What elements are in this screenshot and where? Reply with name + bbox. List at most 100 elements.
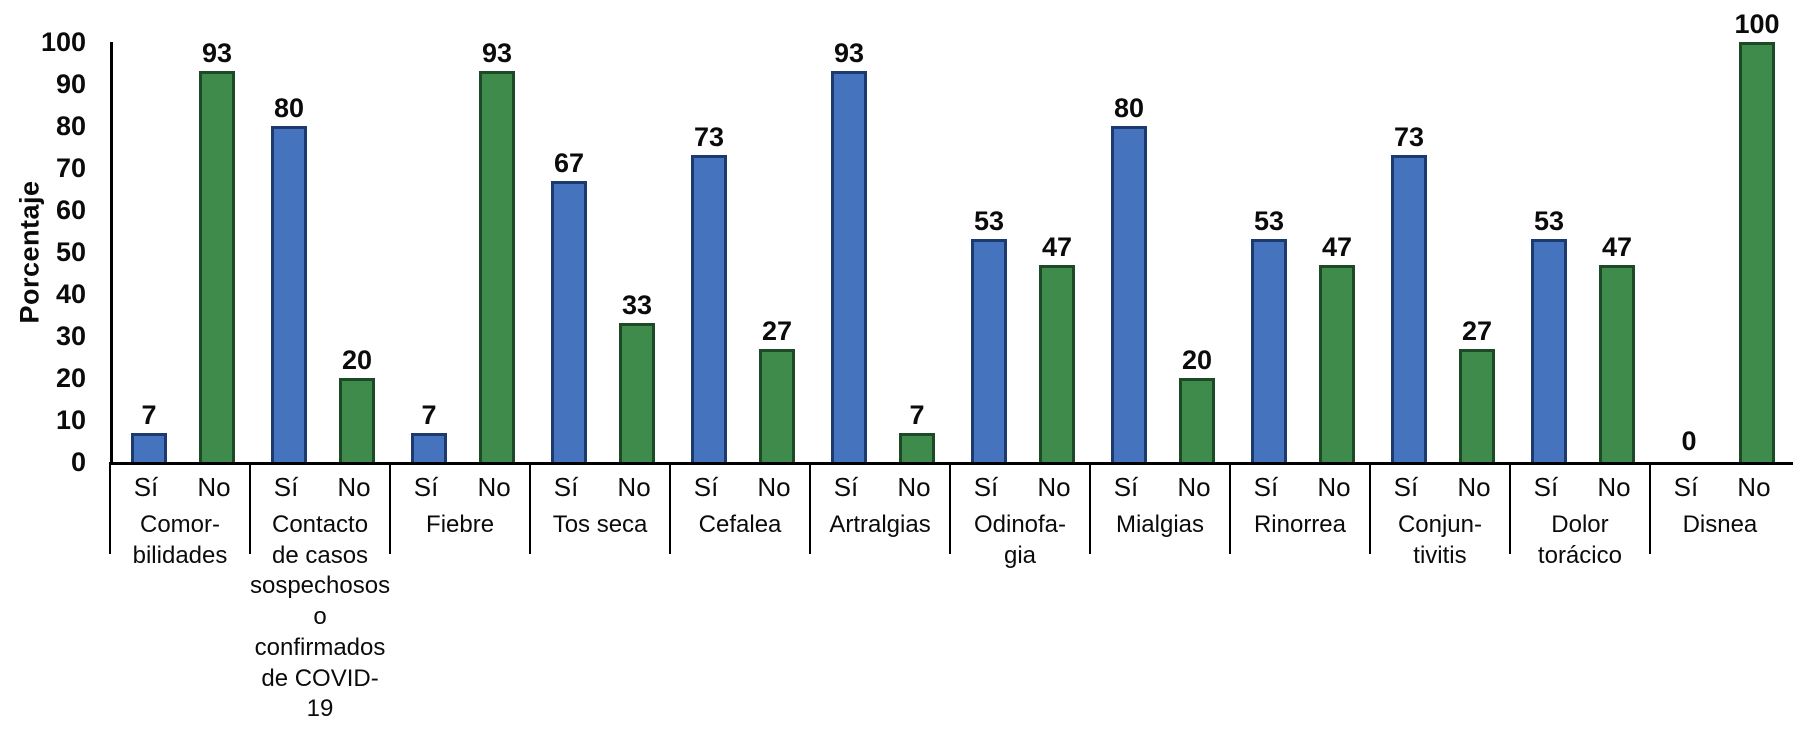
bar-no: 47 (1039, 232, 1075, 462)
bar-no: 47 (1319, 232, 1355, 462)
category-cell: Sí No Disnea (1648, 462, 1790, 725)
bar-sublabel: No (1597, 472, 1631, 502)
bar-value-label: 27 (761, 315, 793, 346)
y-tick-label: 100 (40, 27, 86, 57)
bar-value-label: 73 (1393, 122, 1425, 153)
bar-sublabel: Sí (1393, 472, 1419, 502)
bar-group: 53 47 (953, 42, 1093, 462)
bar-sublabel: Sí (1673, 472, 1699, 502)
bar-no: 7 (899, 400, 935, 462)
bar-si: 80 (1111, 93, 1147, 462)
category-label: Contacto de casos sospechosos o confirmados… (249, 511, 391, 723)
category-separator (1368, 462, 1371, 554)
bar-no: 27 (1459, 316, 1495, 462)
bar-sublabel: Sí (1533, 472, 1559, 502)
bar-group: 80 20 (253, 42, 393, 462)
category-cell: Sí No Odinofa-gia (949, 462, 1090, 725)
bar-sublabel: Sí (133, 472, 159, 502)
bar-no: 93 (199, 38, 235, 462)
category-cell: Sí No Cefalea (669, 462, 810, 725)
bar-value-label: 27 (1461, 315, 1493, 346)
bar-value-label: 93 (481, 38, 513, 69)
category-separator (109, 462, 111, 554)
bar-no: 20 (1179, 345, 1215, 462)
bar-si: 67 (551, 148, 587, 462)
bar-sublabel: Sí (1253, 472, 1279, 502)
bar-no: 27 (759, 316, 795, 462)
category-separator (1228, 462, 1231, 554)
bar-sublabel: No (617, 472, 651, 502)
category-cell: Sí No Tos seca (529, 462, 670, 725)
category-label: Mialgias (1115, 511, 1204, 538)
bar-sublabel: No (1037, 472, 1071, 502)
category-label: Odinofa-gia (973, 511, 1067, 569)
bar-sublabel: No (757, 472, 791, 502)
bar-value-label: 93 (833, 38, 865, 69)
category-label: Cefalea (698, 511, 782, 538)
bar-sublabel: Sí (1113, 472, 1139, 502)
y-tick-label: 70 (55, 153, 86, 183)
bar-sublabel: Sí (833, 472, 859, 502)
category-cell: Sí No Comor-bilidades (109, 462, 250, 725)
bar-value-label: 7 (141, 399, 157, 430)
plot-area: 7 93 80 20 7 93 67 33 73 27 93 7 53 47 80 20 53 47 73 27 53 4… (110, 9, 1793, 465)
category-label: Fiebre (426, 511, 495, 538)
bar-sublabel: No (897, 472, 931, 502)
bar-value-label: 47 (1041, 231, 1073, 262)
category-label: Rinorrea (1253, 511, 1346, 538)
bar-value-label: 93 (201, 38, 233, 69)
bar-no: 93 (479, 38, 515, 462)
category-cell: Sí No Mialgias (1089, 462, 1230, 725)
category-label: Tos seca (552, 511, 648, 538)
category-separator (1508, 462, 1511, 554)
bar-value-label: 20 (341, 345, 373, 375)
bar-value-label: 53 (1253, 206, 1285, 237)
category-separator (389, 462, 392, 554)
bar-value-label: 7 (421, 399, 437, 430)
y-tick-label: 20 (55, 363, 86, 393)
bar-sublabel: Sí (693, 472, 719, 502)
bar-value-label: 47 (1321, 231, 1353, 262)
category-separator (949, 462, 952, 554)
category-separator (1089, 462, 1091, 554)
category-label: Artralgias (829, 511, 931, 538)
bar-no: 33 (619, 290, 655, 462)
bar-si: 73 (691, 122, 727, 462)
bar-group: 53 47 (1513, 42, 1653, 462)
y-tick-label: 80 (55, 111, 86, 141)
bar-si: 93 (831, 38, 867, 462)
x-axis-labels: Sí No Comor-bilidades Sí No Contacto de casos s… (109, 462, 1790, 725)
bar-no: 47 (1599, 232, 1635, 462)
y-tick-label: 30 (55, 321, 86, 351)
bar-value-label: 47 (1601, 231, 1633, 262)
bar-sublabel: No (1457, 472, 1491, 502)
category-cell: Sí No Conjun-tivitis (1368, 462, 1510, 725)
bar-group: 73 27 (673, 42, 813, 462)
y-tick-label: 40 (55, 279, 86, 309)
bar-sublabel: No (337, 472, 371, 502)
bar-sublabel: No (1737, 472, 1771, 502)
bar-value-label: 80 (273, 93, 305, 123)
bar-value-label: 67 (553, 147, 585, 178)
category-cell: Sí No Rinorrea (1228, 462, 1370, 725)
bar-group: 73 27 (1373, 42, 1513, 462)
category-cell: Sí No Artralgias (809, 462, 950, 725)
bar-sublabel: No (1177, 472, 1211, 502)
bar-value-label: 20 (1181, 345, 1213, 375)
bar-group: 7 93 (393, 38, 533, 462)
bar-group: 80 20 (1093, 42, 1233, 462)
bar-si: 7 (411, 400, 447, 462)
bar-sublabel: No (1317, 472, 1351, 502)
y-tick-label: 50 (55, 237, 86, 267)
bar-si: 73 (1391, 122, 1427, 462)
category-separator (809, 462, 812, 554)
bar-value-label: 80 (1113, 93, 1145, 123)
bar-value-label: 7 (909, 399, 925, 430)
bar-no: 20 (339, 345, 375, 462)
bar-si: 80 (271, 93, 307, 462)
bar-no: 100 (1734, 9, 1780, 462)
category-separator (1648, 462, 1651, 554)
bar-value-label: 53 (1533, 206, 1565, 237)
y-tick-label: 60 (55, 195, 86, 225)
